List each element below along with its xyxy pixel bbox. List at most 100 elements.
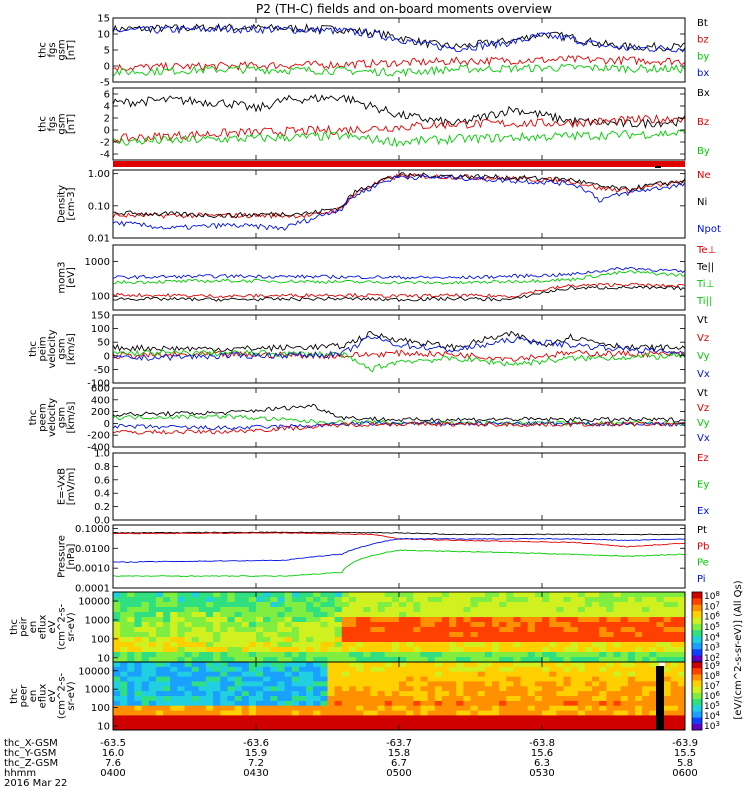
heatmap-cell	[456, 696, 464, 702]
heatmap-cell	[284, 686, 293, 692]
heatmap-cell	[134, 715, 143, 721]
heatmap-cell	[627, 662, 636, 668]
heatmap-cell	[542, 662, 550, 668]
heatmap-cell	[513, 607, 522, 613]
heatmap-cell	[127, 696, 136, 702]
heatmap-cell	[155, 657, 164, 662]
heatmap-cell	[205, 662, 214, 668]
heatmap-cell	[356, 597, 364, 603]
heatmap-cell	[205, 686, 214, 692]
heatmap-cell	[134, 705, 143, 712]
heatmap-cell	[141, 607, 150, 613]
heatmap-cell	[635, 725, 643, 730]
x-axis-value: 0500	[386, 768, 411, 779]
heatmap-cell	[427, 691, 436, 697]
heatmap-cell	[349, 617, 357, 623]
heatmap-cell	[449, 666, 457, 673]
heatmap-cell	[413, 705, 422, 712]
heatmap-cell	[320, 592, 329, 598]
heatmap-cell	[542, 617, 550, 623]
heatmap-cell	[349, 592, 357, 598]
heatmap-cell	[592, 617, 600, 623]
colorbar-swatch	[692, 680, 702, 688]
heatmap-cell	[599, 691, 607, 697]
heatmap-cell	[391, 592, 400, 598]
heatmap-cell	[256, 607, 264, 613]
heatmap-cell	[356, 681, 364, 687]
heatmap-cell	[592, 602, 600, 608]
panel-6: 6004002000-200-400thcpeemvelocitygsm[km/…	[28, 384, 710, 454]
heatmap-cell	[277, 671, 286, 678]
heatmap-cell	[434, 652, 443, 658]
heatmap-cell	[191, 715, 200, 721]
heatmap-cell	[670, 652, 679, 658]
heatmap-cell	[534, 627, 543, 633]
heatmap-cell	[399, 715, 407, 721]
heatmap-cell	[141, 632, 150, 638]
heatmap-cell	[456, 710, 464, 717]
heatmap-cell	[563, 597, 572, 603]
heatmap-cell	[113, 662, 121, 668]
heatmap-cell	[506, 652, 515, 658]
heatmap-cell	[627, 602, 636, 608]
heatmap-cell	[463, 642, 472, 648]
heatmap-cell	[527, 637, 536, 643]
heatmap-cell	[456, 715, 464, 721]
heatmap-cell	[191, 602, 200, 608]
heatmap-cell	[356, 686, 364, 692]
heatmap-cell	[170, 681, 178, 687]
heatmap-cell	[177, 592, 186, 598]
heatmap-cell	[449, 657, 457, 662]
series-line-vy	[113, 348, 685, 373]
heatmap-cell	[284, 715, 293, 721]
y-tick-label: 1000	[85, 685, 110, 696]
heatmap-cell	[234, 617, 243, 623]
heatmap-cell	[635, 686, 643, 692]
heatmap-cell	[534, 632, 543, 638]
heatmap-cell	[649, 647, 658, 653]
heatmap-cell	[141, 652, 150, 658]
heatmap-cell	[349, 720, 357, 726]
heatmap-cell	[670, 725, 679, 730]
heatmap-cell	[642, 720, 650, 726]
heatmap-cell	[141, 725, 150, 730]
heatmap-cell	[155, 652, 164, 658]
heatmap-cell	[198, 617, 207, 623]
heatmap-cell	[420, 705, 429, 712]
heatmap-cell	[434, 691, 443, 697]
heatmap-cell	[384, 705, 393, 712]
heatmap-cell	[170, 617, 178, 623]
heatmap-cell	[184, 602, 193, 608]
heatmap-cell	[234, 681, 243, 687]
heatmap-cell	[370, 700, 379, 707]
heatmap-cell	[456, 676, 464, 683]
heatmap-cell	[627, 597, 636, 603]
heatmap-cell	[620, 725, 629, 730]
series-line-vx	[113, 335, 685, 362]
heatmap-cell	[642, 642, 650, 648]
heatmap-cell	[649, 632, 658, 638]
heatmap-cell	[291, 652, 300, 658]
heatmap-cell	[277, 602, 286, 608]
heatmap-cell	[198, 597, 207, 603]
heatmap-cell	[284, 681, 293, 687]
heatmap-cell	[656, 637, 665, 643]
heatmap-cell	[556, 637, 565, 643]
heatmap-cell	[534, 691, 543, 697]
heatmap-cell	[220, 612, 229, 618]
heatmap-cell	[427, 676, 436, 683]
quality-flag-bar	[113, 161, 685, 167]
heatmap-cell	[148, 597, 157, 603]
heatmap-cell	[627, 657, 636, 662]
heatmap-cell	[256, 592, 264, 598]
y-axis-label: eV	[47, 689, 58, 702]
heatmap-cell	[606, 686, 615, 692]
panel-frame	[112, 314, 686, 384]
heatmap-cell	[420, 681, 429, 687]
heatmap-cell	[349, 666, 357, 673]
heatmap-cell	[406, 612, 414, 618]
heatmap-cell	[577, 691, 586, 697]
heatmap-cell	[349, 681, 357, 687]
heatmap-cell	[406, 652, 414, 658]
heatmap-cell	[391, 607, 400, 613]
